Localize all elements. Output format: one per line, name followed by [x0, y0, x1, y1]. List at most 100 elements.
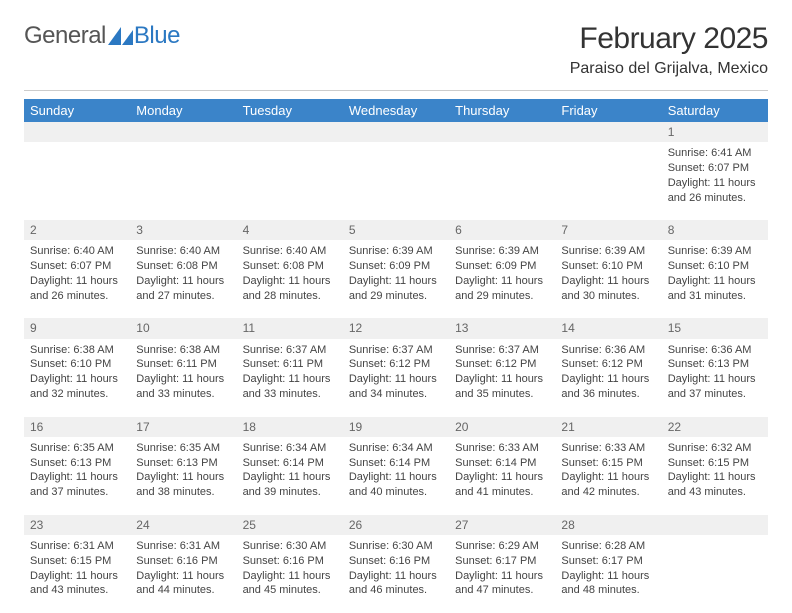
day-cell: Sunrise: 6:33 AMSunset: 6:15 PMDaylight:… [555, 437, 661, 515]
day-line: Sunset: 6:07 PM [668, 161, 762, 176]
day-content-row: Sunrise: 6:38 AMSunset: 6:10 PMDaylight:… [24, 339, 768, 417]
day-line: Daylight: 11 hours and 40 minutes. [349, 470, 443, 500]
calendar-head: SundayMondayTuesdayWednesdayThursdayFrid… [24, 99, 768, 122]
day-line: Daylight: 11 hours and 29 minutes. [455, 274, 549, 304]
day-number-cell: 3 [130, 220, 236, 240]
day-line: Daylight: 11 hours and 41 minutes. [455, 470, 549, 500]
day-line: Daylight: 11 hours and 29 minutes. [349, 274, 443, 304]
day-cell: Sunrise: 6:31 AMSunset: 6:15 PMDaylight:… [24, 535, 130, 613]
calendar-body: 1Sunrise: 6:41 AMSunset: 6:07 PMDaylight… [24, 122, 768, 613]
day-header: Wednesday [343, 99, 449, 122]
day-line: Sunrise: 6:37 AM [455, 343, 549, 358]
day-line: Sunrise: 6:37 AM [349, 343, 443, 358]
day-line: Sunset: 6:14 PM [243, 456, 337, 471]
day-line: Sunset: 6:16 PM [136, 554, 230, 569]
day-number-cell: 18 [237, 417, 343, 437]
day-cell: Sunrise: 6:36 AMSunset: 6:12 PMDaylight:… [555, 339, 661, 417]
day-line: Sunset: 6:12 PM [349, 357, 443, 372]
day-line: Sunset: 6:15 PM [30, 554, 124, 569]
day-line: Daylight: 11 hours and 26 minutes. [30, 274, 124, 304]
divider [24, 90, 768, 91]
day-line: Daylight: 11 hours and 35 minutes. [455, 372, 549, 402]
day-line: Sunset: 6:09 PM [455, 259, 549, 274]
day-line: Daylight: 11 hours and 37 minutes. [668, 372, 762, 402]
day-line: Sunrise: 6:31 AM [136, 539, 230, 554]
day-line: Sunset: 6:14 PM [349, 456, 443, 471]
day-number-cell: 16 [24, 417, 130, 437]
day-number-row: 232425262728 [24, 515, 768, 535]
day-line: Daylight: 11 hours and 43 minutes. [668, 470, 762, 500]
day-number-row: 2345678 [24, 220, 768, 240]
day-number-cell: 13 [449, 318, 555, 338]
day-number-cell: 24 [130, 515, 236, 535]
day-cell: Sunrise: 6:37 AMSunset: 6:12 PMDaylight:… [343, 339, 449, 417]
day-line: Sunset: 6:16 PM [243, 554, 337, 569]
day-line: Sunrise: 6:41 AM [668, 146, 762, 161]
day-cell: Sunrise: 6:41 AMSunset: 6:07 PMDaylight:… [662, 142, 768, 220]
day-cell: Sunrise: 6:37 AMSunset: 6:12 PMDaylight:… [449, 339, 555, 417]
day-line: Sunrise: 6:40 AM [243, 244, 337, 259]
day-cell: Sunrise: 6:31 AMSunset: 6:16 PMDaylight:… [130, 535, 236, 613]
day-line: Sunrise: 6:33 AM [455, 441, 549, 456]
day-line: Sunrise: 6:28 AM [561, 539, 655, 554]
day-line: Sunrise: 6:38 AM [136, 343, 230, 358]
day-line: Sunset: 6:17 PM [455, 554, 549, 569]
day-line: Daylight: 11 hours and 39 minutes. [243, 470, 337, 500]
day-cell [449, 142, 555, 220]
day-number-cell: 27 [449, 515, 555, 535]
day-line: Sunset: 6:12 PM [561, 357, 655, 372]
day-number-cell: 20 [449, 417, 555, 437]
day-content-row: Sunrise: 6:31 AMSunset: 6:15 PMDaylight:… [24, 535, 768, 613]
day-line: Sunset: 6:13 PM [30, 456, 124, 471]
day-number-cell: 22 [662, 417, 768, 437]
day-number-cell: 25 [237, 515, 343, 535]
day-line: Daylight: 11 hours and 45 minutes. [243, 569, 337, 599]
day-header: Friday [555, 99, 661, 122]
day-cell: Sunrise: 6:30 AMSunset: 6:16 PMDaylight:… [343, 535, 449, 613]
day-line: Sunrise: 6:30 AM [243, 539, 337, 554]
month-title: February 2025 [570, 22, 768, 56]
day-header: Sunday [24, 99, 130, 122]
day-line: Sunset: 6:15 PM [561, 456, 655, 471]
day-line: Sunset: 6:15 PM [668, 456, 762, 471]
day-line: Sunrise: 6:36 AM [668, 343, 762, 358]
logo-sail-icon [108, 27, 134, 45]
day-number-cell: 10 [130, 318, 236, 338]
day-cell: Sunrise: 6:35 AMSunset: 6:13 PMDaylight:… [130, 437, 236, 515]
day-number-cell: 14 [555, 318, 661, 338]
day-line: Sunrise: 6:29 AM [455, 539, 549, 554]
day-line: Sunset: 6:17 PM [561, 554, 655, 569]
day-cell: Sunrise: 6:37 AMSunset: 6:11 PMDaylight:… [237, 339, 343, 417]
day-line: Sunrise: 6:35 AM [30, 441, 124, 456]
day-line: Daylight: 11 hours and 30 minutes. [561, 274, 655, 304]
day-line: Sunrise: 6:36 AM [561, 343, 655, 358]
day-line: Daylight: 11 hours and 27 minutes. [136, 274, 230, 304]
day-cell: Sunrise: 6:39 AMSunset: 6:10 PMDaylight:… [555, 240, 661, 318]
day-cell: Sunrise: 6:39 AMSunset: 6:09 PMDaylight:… [343, 240, 449, 318]
day-number-cell: 26 [343, 515, 449, 535]
day-cell: Sunrise: 6:39 AMSunset: 6:10 PMDaylight:… [662, 240, 768, 318]
day-line: Sunrise: 6:39 AM [455, 244, 549, 259]
day-line: Daylight: 11 hours and 36 minutes. [561, 372, 655, 402]
day-header-row: SundayMondayTuesdayWednesdayThursdayFrid… [24, 99, 768, 122]
day-line: Sunset: 6:11 PM [243, 357, 337, 372]
day-line: Sunrise: 6:34 AM [243, 441, 337, 456]
day-line: Sunset: 6:10 PM [668, 259, 762, 274]
day-line: Sunrise: 6:34 AM [349, 441, 443, 456]
day-line: Sunrise: 6:31 AM [30, 539, 124, 554]
day-line: Daylight: 11 hours and 33 minutes. [243, 372, 337, 402]
day-cell: Sunrise: 6:39 AMSunset: 6:09 PMDaylight:… [449, 240, 555, 318]
day-cell: Sunrise: 6:33 AMSunset: 6:14 PMDaylight:… [449, 437, 555, 515]
day-number-cell: 17 [130, 417, 236, 437]
day-line: Sunset: 6:14 PM [455, 456, 549, 471]
day-cell: Sunrise: 6:28 AMSunset: 6:17 PMDaylight:… [555, 535, 661, 613]
day-cell: Sunrise: 6:36 AMSunset: 6:13 PMDaylight:… [662, 339, 768, 417]
day-header: Thursday [449, 99, 555, 122]
day-line: Sunrise: 6:40 AM [136, 244, 230, 259]
day-line: Daylight: 11 hours and 38 minutes. [136, 470, 230, 500]
day-number-cell: 8 [662, 220, 768, 240]
day-cell: Sunrise: 6:38 AMSunset: 6:10 PMDaylight:… [24, 339, 130, 417]
day-content-row: Sunrise: 6:35 AMSunset: 6:13 PM Daylight:… [24, 437, 768, 515]
day-line: Daylight: 11 hours and 32 minutes. [30, 372, 124, 402]
day-content-row: Sunrise: 6:40 AMSunset: 6:07 PMDaylight:… [24, 240, 768, 318]
